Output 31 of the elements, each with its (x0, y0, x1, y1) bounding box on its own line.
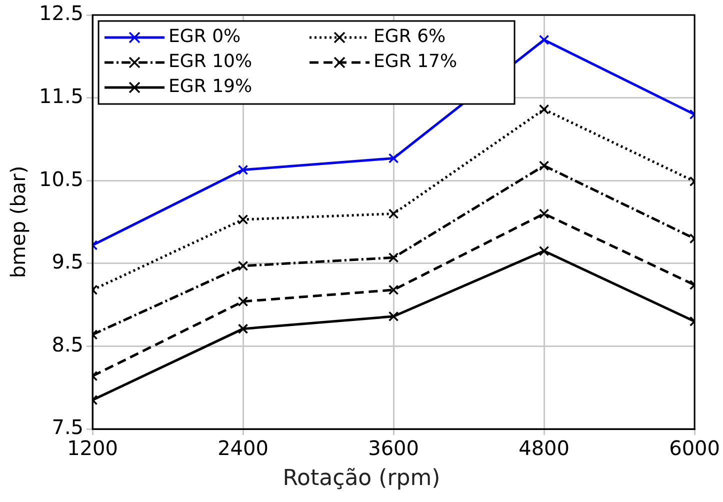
x-tick-label: 4800 (518, 436, 570, 460)
x-tick-label: 2400 (218, 436, 268, 460)
point (538, 34, 550, 45)
point (388, 153, 399, 164)
x-axis-title: Rotação (rpm) (282, 466, 442, 491)
point (538, 208, 550, 219)
point (388, 284, 399, 296)
y-tick-label: 9.5 (52, 250, 84, 274)
point (388, 252, 399, 263)
point (238, 296, 248, 307)
point (238, 164, 248, 175)
legend-label: EGR 0% (168, 26, 241, 48)
y-tick-label: 8.5 (52, 332, 84, 356)
point (238, 214, 248, 225)
y-tick-label: 10.5 (39, 166, 84, 191)
legend-label: EGR 6% (374, 26, 446, 48)
x-tick-label: 3600 (368, 436, 419, 460)
point (538, 246, 550, 256)
point (388, 208, 399, 219)
y-tick-label: 12.5 (39, 1, 84, 26)
point (238, 324, 248, 334)
point (238, 260, 248, 272)
x-tick-label: 6000 (669, 436, 720, 460)
point (538, 104, 550, 115)
point (388, 311, 399, 322)
y-axis-title: bmep (bar) (6, 166, 30, 278)
y-tick-label: 11.5 (39, 84, 84, 108)
legend-label: EGR 17% (374, 51, 458, 72)
legend-label: EGR 10% (168, 51, 252, 72)
legend-label: EGR 19% (168, 76, 252, 98)
point (538, 160, 550, 171)
